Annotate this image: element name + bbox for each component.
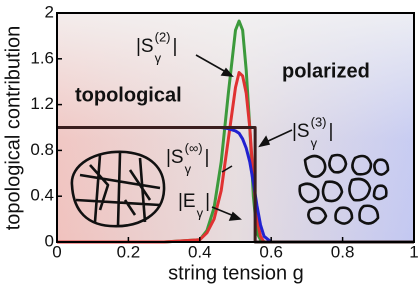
label-main: |S (292, 121, 310, 142)
label-main: |E (178, 191, 196, 212)
label-sub: γ (155, 50, 162, 65)
region-label: topological (75, 84, 182, 106)
network-left (70, 150, 166, 228)
series-label: |S (∞) γ | (166, 140, 209, 176)
series-label: |Eγ| (178, 191, 210, 220)
y-tick-label: 1.2 (30, 94, 54, 113)
label-main: |S (136, 36, 154, 57)
label-end: | (205, 191, 210, 212)
label-sub: γ (185, 161, 192, 176)
label-end: | (329, 121, 334, 142)
plot-frame (56, 12, 415, 243)
series-line (57, 71, 414, 244)
series-label: |S (3) γ | (292, 114, 333, 150)
series-label: |S (2) γ | (136, 29, 177, 65)
label-sup: (∞) (185, 140, 203, 155)
label-sub: γ (197, 205, 204, 220)
region-label: polarized (282, 60, 370, 82)
y-tick-label: 0.8 (30, 140, 54, 159)
arrows (195, 54, 293, 221)
y-tick-label: 2 (45, 2, 54, 21)
y-tick-label: 1.6 (30, 48, 54, 67)
label-end: | (205, 147, 210, 168)
y-tick-label: 0.4 (30, 186, 54, 205)
x-tick-label: 0.6 (259, 242, 283, 261)
droplets-right (298, 153, 390, 225)
label-sub: γ (311, 135, 318, 150)
x-tick-label: 0.4 (188, 242, 212, 261)
y-axis-label: topological contribution (2, 26, 24, 231)
label-end: | (173, 36, 178, 57)
label-main: |S (166, 147, 184, 168)
y-tick-label: 0 (45, 231, 54, 250)
x-tick-label: 0.8 (331, 242, 355, 261)
x-axis-label: string tension g (168, 262, 304, 284)
label-sup: (2) (155, 29, 171, 44)
x-tick-label: 1 (409, 242, 418, 261)
x-tick-label: 0 (52, 242, 61, 261)
label-sup: (3) (311, 114, 327, 129)
x-tick-label: 0.2 (117, 242, 141, 261)
